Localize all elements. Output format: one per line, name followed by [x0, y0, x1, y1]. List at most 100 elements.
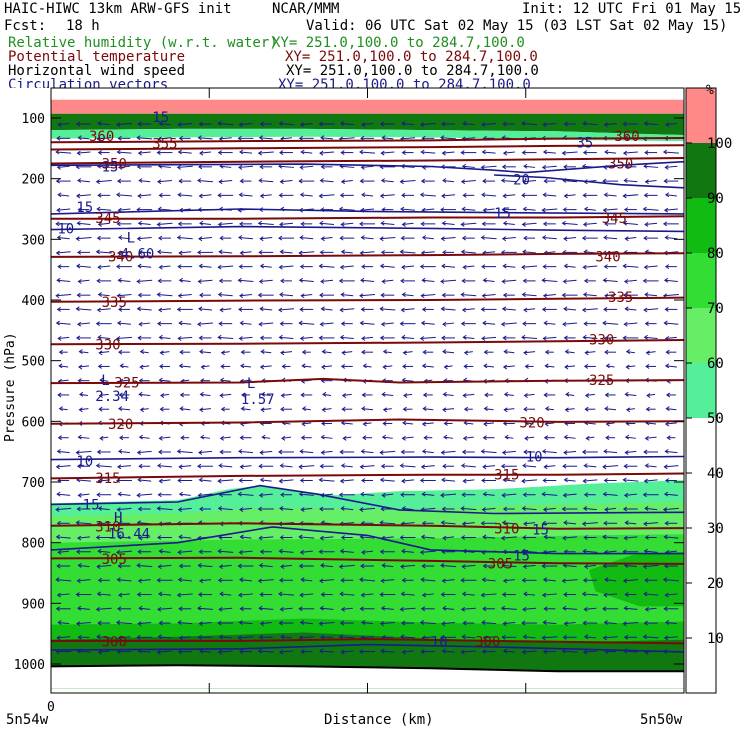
wind-vector-head	[321, 421, 326, 426]
wind-vector-head	[76, 292, 81, 298]
wind-vector	[563, 493, 577, 496]
wind-vector-head	[544, 406, 550, 412]
wind-vector	[118, 450, 130, 454]
wind-vector	[178, 294, 192, 297]
wind-vector	[341, 650, 354, 653]
wind-vector-head	[644, 505, 649, 511]
wind-vector-head	[379, 549, 385, 555]
wind-vector-head	[561, 648, 566, 654]
wind-vector-head	[480, 448, 485, 454]
wind-vector-head	[199, 292, 204, 298]
wind-vector-head	[116, 336, 121, 341]
wind-vector-head	[217, 548, 222, 554]
wind-vector-head	[582, 192, 587, 198]
wind-vector-head	[382, 364, 387, 370]
wind-vector	[441, 522, 456, 525]
wind-vector-head	[118, 165, 123, 170]
wind-vector-head	[604, 507, 609, 513]
wind-vector-head	[217, 192, 222, 198]
wind-vector-head	[541, 563, 546, 569]
wind-vector	[441, 194, 456, 197]
wind-vector	[461, 222, 477, 225]
wind-vector-head	[199, 506, 204, 512]
wind-vector-head	[522, 535, 527, 540]
wind-vector-head	[278, 235, 283, 241]
wind-vector-head	[502, 477, 507, 483]
theta-contour-4	[50, 252, 685, 258]
wind-vector-head	[279, 463, 284, 469]
wind-vector-head	[461, 278, 466, 284]
wind-vector	[482, 151, 496, 154]
wind-vector-head	[461, 564, 466, 570]
theta-contour-label: 325	[589, 373, 614, 389]
wind-vector-head	[623, 492, 629, 498]
wind-vector-head	[361, 336, 366, 341]
wind-vector	[544, 251, 556, 254]
wind-vector-head	[583, 321, 588, 327]
wind-vector-head	[441, 335, 446, 341]
wind-vector-head	[664, 235, 669, 240]
wind-vector	[503, 650, 515, 653]
wind-vector-head	[643, 307, 648, 313]
wind-vector-head	[116, 192, 121, 198]
wind-vector-head	[158, 620, 163, 626]
wind-vector-head	[441, 648, 446, 654]
wind-vector-head	[300, 392, 305, 398]
wind-vector	[181, 379, 190, 382]
wind-vector-head	[197, 634, 202, 640]
wind-vector-head	[562, 463, 567, 469]
wind-vector	[666, 408, 677, 411]
wind-vector-head	[603, 520, 608, 526]
wind-vector-head	[461, 449, 467, 455]
wind-vector	[443, 436, 454, 439]
wind-vector-head	[500, 321, 506, 327]
wind-vector	[140, 408, 149, 411]
wind-vector-head	[319, 506, 324, 512]
wind-vector-head	[379, 621, 385, 627]
wind-vector-head	[663, 178, 668, 184]
wind-vector	[583, 265, 598, 268]
wind-vector-head	[239, 649, 244, 654]
wind-vector-head	[157, 492, 162, 498]
wind-vector	[157, 507, 173, 511]
wind-vector-head	[563, 193, 568, 199]
wind-vector-head	[138, 249, 143, 255]
colorbar-tick-label: 10	[707, 631, 724, 647]
wind-vector	[58, 194, 70, 197]
wind-vector-head	[55, 534, 60, 540]
wind-vector-head	[340, 463, 346, 469]
wind-vector	[501, 322, 517, 325]
wind-vector	[98, 336, 111, 340]
wind-vector-head	[197, 279, 202, 284]
wind-vector	[117, 322, 131, 325]
colorbar-tick-label: 90	[707, 191, 724, 207]
wind-vector-head	[217, 150, 222, 155]
wind-vector	[361, 122, 374, 126]
wind-vector	[279, 650, 294, 653]
wind-vector-head	[602, 534, 607, 540]
wind-vector-head	[178, 363, 183, 369]
wind-vector-head	[321, 364, 326, 370]
wind-vector	[383, 408, 392, 411]
wind-vector	[481, 336, 497, 340]
wind-vector-head	[136, 592, 141, 597]
wind-vector	[117, 507, 132, 511]
wind-vector-head	[198, 592, 203, 597]
wind-vector-head	[301, 349, 307, 355]
wind-vector	[361, 621, 374, 625]
wind-vector	[98, 222, 110, 225]
wind-vector-head	[136, 563, 141, 568]
wind-vector	[159, 436, 171, 439]
wind-vector-head	[583, 206, 589, 212]
wind-vector-head	[318, 549, 323, 555]
wind-vector-head	[176, 165, 181, 170]
wind-vector	[380, 479, 395, 482]
wind-vector-head	[278, 478, 283, 484]
wind-vector	[643, 208, 659, 211]
wind-vector-head	[460, 649, 465, 655]
wind-vector-head	[219, 591, 224, 597]
wind-vector	[238, 593, 254, 596]
wind-vector-head	[360, 448, 365, 454]
wind-vector	[301, 294, 313, 297]
wind-vector-head	[259, 263, 264, 269]
